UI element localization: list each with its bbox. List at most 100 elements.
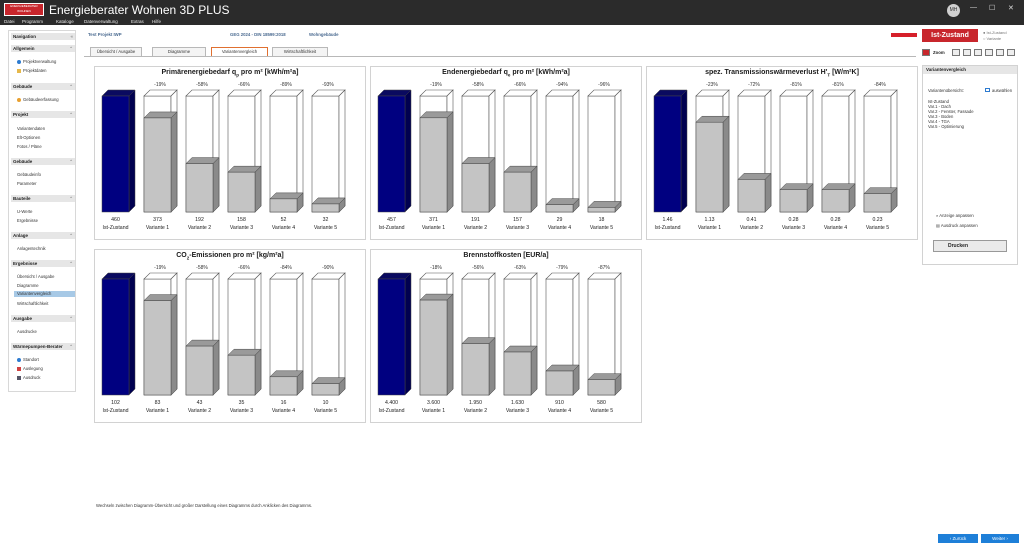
sidebar-item-elt-optionen[interactable]: Elt-Optionen xyxy=(17,135,41,140)
category-label: Variante 3 xyxy=(229,408,254,414)
tab-wirtschaftlichkeit[interactable]: Wirtschaftlichkeit xyxy=(272,47,328,56)
bar-top xyxy=(863,187,898,194)
value-label: 43 xyxy=(196,400,203,406)
export-icon[interactable] xyxy=(996,49,1004,56)
percent-label: -66% xyxy=(238,82,250,88)
chart-transmission[interactable]: spez. Transmissionswärmeverlust H'T [W/m… xyxy=(646,66,918,240)
bar-top xyxy=(185,157,220,164)
category-label: Variante 5 xyxy=(589,225,614,231)
panel-title: Variantenvergleich xyxy=(923,66,1017,74)
chart-brennstoffkosten[interactable]: Brennstoffkosten [EUR/a] 4.400 Ist-Zustand… xyxy=(370,249,642,423)
variant-comparison-panel: Variantenvergleich Variantenübersicht: a… xyxy=(922,65,1018,265)
value-label: 371 xyxy=(429,217,438,223)
menu-extras[interactable]: Extras xyxy=(131,19,144,24)
chevron-up-icon: ⌃ xyxy=(69,196,73,201)
sidebar-item-gebaeudeinfo[interactable]: Gebäudeinfo xyxy=(17,172,41,177)
category-label: Ist-Zustand xyxy=(102,408,129,414)
category-label: Variante 1 xyxy=(421,225,446,231)
sidebar-item-ausdrucke[interactable]: Ausdrucke xyxy=(17,329,37,334)
sidebar-item-fotos-plaene[interactable]: Fotos / Pläne xyxy=(17,144,42,149)
sidebar-section-gebaeude-2[interactable]: Gebäude ⌃ xyxy=(11,158,75,165)
bar xyxy=(863,193,892,213)
sidebar-item-ausdruck[interactable]: Ausdruck xyxy=(17,375,40,380)
percent-label: -58% xyxy=(196,82,208,88)
menu-datei[interactable]: Datei xyxy=(4,19,15,24)
radio-variante[interactable]: ○ Variante xyxy=(983,36,1002,41)
settings-icon[interactable] xyxy=(1007,49,1015,56)
value-label: 1.46 xyxy=(662,217,673,223)
category-label: Variante 4 xyxy=(547,408,572,414)
adjust-display-link[interactable]: ⌕ Anzeige anpassen xyxy=(936,213,974,218)
bar xyxy=(377,278,406,396)
sidebar-item-standort[interactable]: Standort xyxy=(17,357,39,362)
sidebar-item-variantendaten[interactable]: Variantendaten xyxy=(17,126,46,131)
next-button[interactable]: Weiter › xyxy=(981,534,1019,543)
view-grid-icon[interactable] xyxy=(952,49,960,56)
view-table-icon[interactable] xyxy=(985,49,993,56)
collapse-icon[interactable]: « xyxy=(70,34,73,39)
sidebar-item-ergebnisse[interactable]: Ergebnisse xyxy=(17,218,38,223)
print-button[interactable]: Drucken xyxy=(933,240,1007,252)
sidebar-item-parameter[interactable]: Parameter xyxy=(17,181,37,186)
radio-ist-zustand[interactable]: ● Ist-Zustand xyxy=(983,30,1007,35)
sidebar-section-ergebnisse[interactable]: Ergebnisse ⌃ xyxy=(11,260,75,267)
user-avatar[interactable]: MH xyxy=(947,4,960,17)
value-label: 1.630 xyxy=(511,400,524,406)
sidebar-section-allgemein[interactable]: Allgemein ⌃ xyxy=(11,45,75,52)
view-list-icon[interactable] xyxy=(963,49,971,56)
zoom-icon[interactable] xyxy=(922,49,930,56)
maximize-icon[interactable]: ☐ xyxy=(989,5,996,12)
select-link[interactable]: auswählen xyxy=(985,88,1012,93)
tab-variantenvergleich[interactable]: Variantenvergleich xyxy=(211,47,268,56)
sidebar-section-gebaeude[interactable]: Gebäude ⌃ xyxy=(11,83,75,90)
sidebar-section-ausgabe[interactable]: Ausgabe ⌃ xyxy=(11,315,75,322)
sidebar-item-variantenvergleich[interactable]: Variantenvergleich xyxy=(14,291,75,297)
sidebar-section-projekt[interactable]: Projekt ⌃ xyxy=(11,111,75,118)
menu-programm[interactable]: Programm xyxy=(22,19,44,24)
globe-icon xyxy=(17,59,21,64)
menu-kataloge[interactable]: Kataloge xyxy=(56,19,74,24)
value-label: 158 xyxy=(237,217,246,223)
menu-hilfe[interactable]: Hilfe xyxy=(152,19,162,24)
category-label: Ist-Zustand xyxy=(378,408,405,414)
tab-uebersicht[interactable]: Übersicht / Ausgabe xyxy=(90,47,142,56)
sidebar-item-u-werte[interactable]: U-Werte xyxy=(17,209,33,214)
bar-top xyxy=(227,165,262,173)
sidebar-item-gebaeudeerfassung[interactable]: Gebäudeerfassung xyxy=(17,97,59,102)
sidebar-section-waermepumpen[interactable]: Wärmepumpen-Berater ⌃ xyxy=(11,343,75,350)
menu-datenverwaltung[interactable]: Datenverwaltung xyxy=(84,19,118,24)
variant-item: Var.5 - Optimierung xyxy=(928,124,964,129)
percent-label: -96% xyxy=(598,82,610,88)
bar-frame-side xyxy=(338,89,346,213)
bar-side xyxy=(530,165,538,213)
tab-diagramme[interactable]: Diagramme xyxy=(152,47,206,56)
chart-primaerenergie[interactable]: Primärenergiebedarf qp pro m² [kWh/m²a] 4… xyxy=(94,66,366,240)
back-button[interactable]: ‹ Zurück xyxy=(938,534,978,543)
percent-label: -84% xyxy=(280,265,292,271)
sidebar-item-uebersicht[interactable]: Übersicht / Ausgabe xyxy=(17,274,55,279)
adjust-print-link[interactable]: ▤ Ausdruck anpassen xyxy=(936,223,978,228)
chart-title: CO2-Emissionen pro m² [kg/m²a] xyxy=(176,252,284,261)
sidebar-item-projektverwaltung[interactable]: Projektverwaltung xyxy=(17,59,56,64)
sidebar-item-projektdaten[interactable]: Projektdaten xyxy=(17,68,47,73)
category-label: Ist-Zustand xyxy=(654,225,681,231)
chart-co2[interactable]: CO2-Emissionen pro m² [kg/m²a] 102 Ist-Zus… xyxy=(94,249,366,423)
view-bar-icon[interactable] xyxy=(974,49,982,56)
chart-endenergie[interactable]: Endenergiebedarf qe pro m² [kWh/m²a] 457 I… xyxy=(370,66,642,240)
sidebar-item-auslegung[interactable]: Auslegung xyxy=(17,366,43,371)
sidebar-item-anlagentechnik[interactable]: Anlagentechnik xyxy=(17,246,46,251)
ist-zustand-button[interactable]: Ist-Zustand xyxy=(922,29,978,42)
sidebar-section-bauteile[interactable]: Bauteile ⌃ xyxy=(11,195,75,202)
sidebar-item-wirtschaftlichkeit[interactable]: Wirtschaftlichkeit xyxy=(17,301,49,306)
zoom-label: Zoom xyxy=(933,50,945,55)
bar xyxy=(227,354,256,396)
category-label: Variante 3 xyxy=(781,225,806,231)
sidebar-section-anlage[interactable]: Anlage ⌃ xyxy=(11,232,75,239)
minimize-icon[interactable]: — xyxy=(970,4,977,11)
sidebar-item-diagramme[interactable]: Diagramme xyxy=(17,283,39,288)
bar-side xyxy=(488,336,496,396)
bar-side xyxy=(254,165,262,213)
bar xyxy=(101,278,130,396)
close-icon[interactable]: ✕ xyxy=(1008,5,1014,12)
value-label: 29 xyxy=(556,217,563,223)
